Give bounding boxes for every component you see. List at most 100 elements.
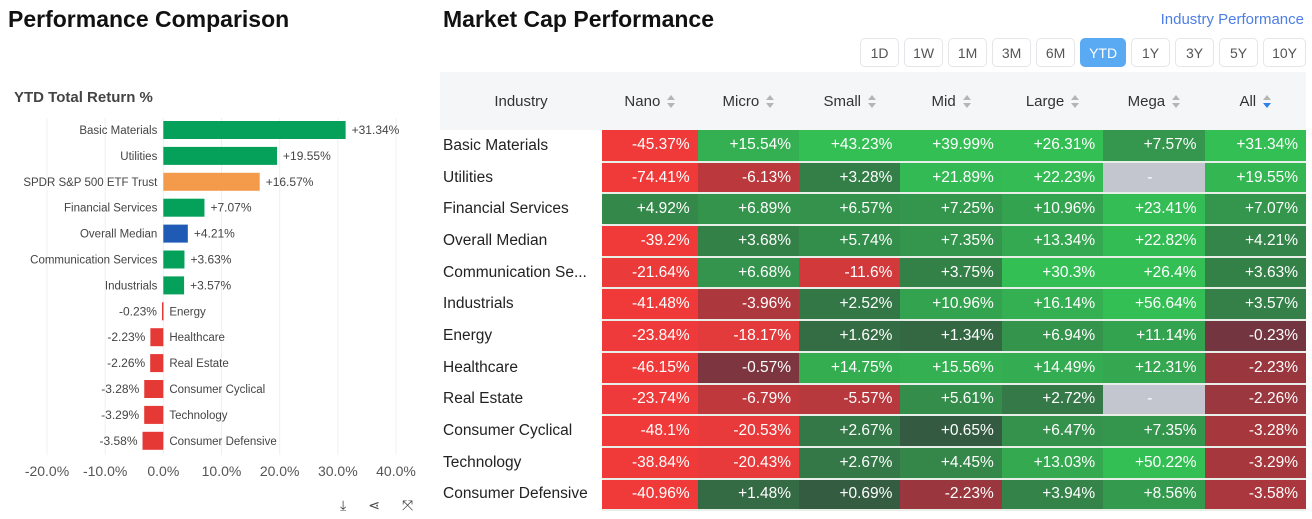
- column-header-industry[interactable]: Industry: [440, 72, 602, 130]
- cell-mega: +7.57%: [1103, 130, 1205, 163]
- table-row[interactable]: Communication Se... -21.64% +6.68% -11.6% +3…: [440, 256, 1306, 290]
- cell-nano: +4.92%: [602, 193, 698, 227]
- cell-all: -3.28%: [1204, 415, 1306, 448]
- sort-icon[interactable]: [1071, 95, 1080, 109]
- table-row[interactable]: Industrials -41.48% -3.96% +2.52% +10.96% +16…: [440, 288, 1306, 322]
- cell-mega: -: [1103, 161, 1205, 195]
- column-label: Industry: [494, 92, 548, 110]
- bar-chart: -20.0% -10.0% 0.0% 10.0% 20.0% 30.0% 40.0% Basi…: [0, 110, 430, 514]
- cell-large: +30.3%: [1001, 256, 1104, 290]
- data-label: +3.57%: [190, 278, 231, 292]
- cell-small: +1.62%: [799, 320, 901, 353]
- sort-up-icon: [1071, 95, 1080, 101]
- industry-name: Technology: [440, 446, 602, 479]
- bar: [163, 250, 185, 269]
- sort-icon[interactable]: [962, 95, 971, 109]
- cell-all: -2.26%: [1204, 383, 1306, 417]
- cell-mega: -: [1103, 383, 1205, 417]
- sort-up-icon: [766, 95, 775, 101]
- cell-mega: +12.31%: [1103, 351, 1205, 385]
- category-label: Real Estate: [169, 358, 228, 370]
- period-1d[interactable]: 1D: [860, 38, 900, 67]
- data-label: -2.26%: [107, 356, 145, 370]
- category-label: Financial Services: [64, 203, 158, 215]
- cell-nano: -48.1%: [602, 415, 698, 448]
- table-row[interactable]: Energy -23.84% -18.17% +1.62% +1.34% +6.94% +1…: [440, 320, 1306, 353]
- period-1y[interactable]: 1Y: [1131, 38, 1171, 67]
- industry-performance-link[interactable]: Industry Performance: [1160, 11, 1304, 28]
- column-header-small[interactable]: Small: [799, 72, 901, 130]
- sort-down-icon: [766, 103, 775, 109]
- period-6m[interactable]: 6M: [1036, 38, 1076, 67]
- cell-small: +2.52%: [799, 288, 901, 322]
- category-label: Energy: [169, 306, 206, 318]
- share-icon[interactable]: ⋖: [368, 497, 380, 513]
- download-icon[interactable]: ⤓: [340, 497, 347, 513]
- cell-large: +14.49%: [1001, 351, 1104, 385]
- column-header-all[interactable]: All: [1204, 72, 1306, 130]
- column-header-large[interactable]: Large: [1001, 72, 1104, 130]
- category-label: Technology: [169, 410, 227, 422]
- cell-mega: +22.82%: [1103, 225, 1205, 258]
- period-1w[interactable]: 1W: [904, 38, 944, 67]
- data-label: +3.63%: [190, 253, 231, 267]
- sort-down-icon: [962, 103, 971, 109]
- sort-icon[interactable]: [868, 95, 877, 109]
- sort-down-icon: [1263, 103, 1272, 109]
- sort-down-icon: [1172, 103, 1181, 109]
- column-label: Large: [1025, 92, 1065, 110]
- table-row[interactable]: Healthcare -46.15% -0.57% +14.75% +15.56% +14…: [440, 351, 1306, 385]
- sort-icon[interactable]: [1263, 95, 1272, 109]
- expand-icon[interactable]: ⤧: [401, 497, 414, 513]
- table-row[interactable]: Real Estate -23.74% -6.79% -5.57% +5.61% +2.7…: [440, 383, 1306, 417]
- table-row[interactable]: Consumer Defensive -40.96% +1.48% +0.69% -2.…: [440, 478, 1306, 512]
- cell-large: +22.23%: [1001, 161, 1104, 195]
- column-header-mega[interactable]: Mega: [1103, 72, 1205, 130]
- cell-mega: +11.14%: [1103, 320, 1205, 353]
- bar: [163, 198, 205, 217]
- table-row[interactable]: Overall Median -39.2% +3.68% +5.74% +7.35% +1…: [440, 225, 1306, 258]
- category-label: Basic Materials: [79, 125, 157, 137]
- cell-mid: -2.23%: [900, 478, 1002, 512]
- cell-mid: +39.99%: [900, 130, 1002, 163]
- period-3y[interactable]: 3Y: [1175, 38, 1215, 67]
- cell-micro: -0.57%: [697, 351, 800, 385]
- column-label: All: [1239, 92, 1257, 110]
- cell-nano: -23.84%: [602, 320, 698, 353]
- sort-icon[interactable]: [667, 95, 676, 109]
- period-10y[interactable]: 10Y: [1263, 38, 1306, 67]
- table-row[interactable]: Financial Services +4.92% +6.89% +6.57% +7.2…: [440, 193, 1306, 227]
- category-label: Industrials: [105, 280, 158, 292]
- table-row[interactable]: Basic Materials -45.37% +15.54% +43.23% +39.…: [440, 130, 1306, 163]
- data-label: -2.23%: [107, 330, 145, 344]
- sort-up-icon: [962, 95, 971, 101]
- table-row[interactable]: Consumer Cyclical -48.1% -20.53% +2.67% +0.6…: [440, 415, 1306, 448]
- column-header-micro[interactable]: Micro: [697, 72, 800, 130]
- column-header-nano[interactable]: Nano: [602, 72, 698, 130]
- column-label: Small: [823, 92, 862, 110]
- cell-small: +3.28%: [799, 161, 901, 195]
- cell-small: -11.6%: [799, 256, 901, 290]
- cell-mega: +8.56%: [1103, 478, 1205, 512]
- cell-large: +6.94%: [1001, 320, 1104, 353]
- data-label: +16.57%: [266, 175, 314, 189]
- sort-icon[interactable]: [1172, 95, 1181, 109]
- cell-micro: -20.43%: [697, 446, 800, 480]
- bar: [163, 146, 278, 165]
- cell-large: +26.31%: [1001, 130, 1104, 163]
- column-header-mid[interactable]: Mid: [900, 72, 1002, 130]
- x-tick-label: 30.0%: [318, 463, 358, 479]
- sort-icon[interactable]: [766, 95, 775, 109]
- cell-small: +2.67%: [799, 446, 901, 480]
- table-row[interactable]: Utilities -74.41% -6.13% +3.28% +21.89% +22.2…: [440, 161, 1306, 195]
- cell-all: +4.21%: [1204, 225, 1306, 258]
- cell-all: +7.07%: [1204, 193, 1306, 227]
- table-row[interactable]: Technology -38.84% -20.43% +2.67% +4.45% +13.…: [440, 446, 1306, 480]
- cell-mid: +1.34%: [900, 320, 1002, 353]
- data-label: +7.07%: [210, 201, 251, 215]
- period-1m[interactable]: 1M: [948, 38, 988, 67]
- cell-mid: +21.89%: [900, 161, 1002, 195]
- period-ytd[interactable]: YTD: [1080, 38, 1127, 67]
- period-3m[interactable]: 3M: [992, 38, 1032, 67]
- period-5y[interactable]: 5Y: [1219, 38, 1259, 67]
